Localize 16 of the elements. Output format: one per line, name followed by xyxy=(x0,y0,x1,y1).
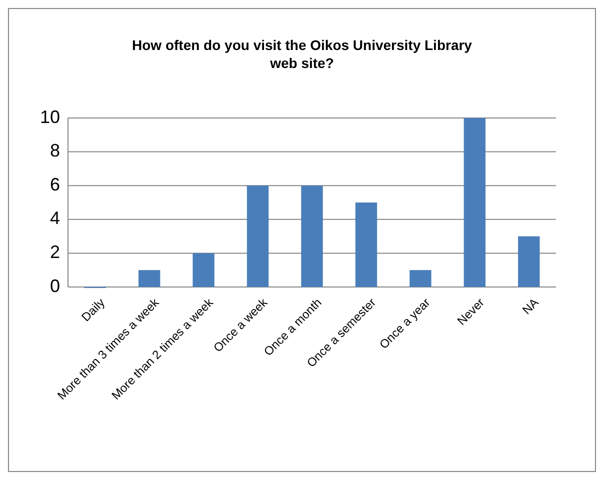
bar xyxy=(301,186,323,287)
bar xyxy=(464,118,486,287)
x-tick-label: NA xyxy=(520,295,542,318)
bar xyxy=(410,270,432,287)
y-tick-label: 8 xyxy=(50,140,60,161)
bar xyxy=(138,270,160,287)
bar xyxy=(246,186,269,287)
y-tick-label: 4 xyxy=(50,208,60,228)
bar xyxy=(192,253,214,287)
y-tick-label: 2 xyxy=(50,242,60,262)
bar xyxy=(355,202,378,287)
y-tick-label: 10 xyxy=(40,106,60,127)
chart-title: How often do you visit the Oikos University Library web site? xyxy=(132,37,472,71)
bar xyxy=(518,236,540,287)
y-tick-label: 6 xyxy=(50,174,60,194)
y-tick-label: 0 xyxy=(50,276,60,296)
